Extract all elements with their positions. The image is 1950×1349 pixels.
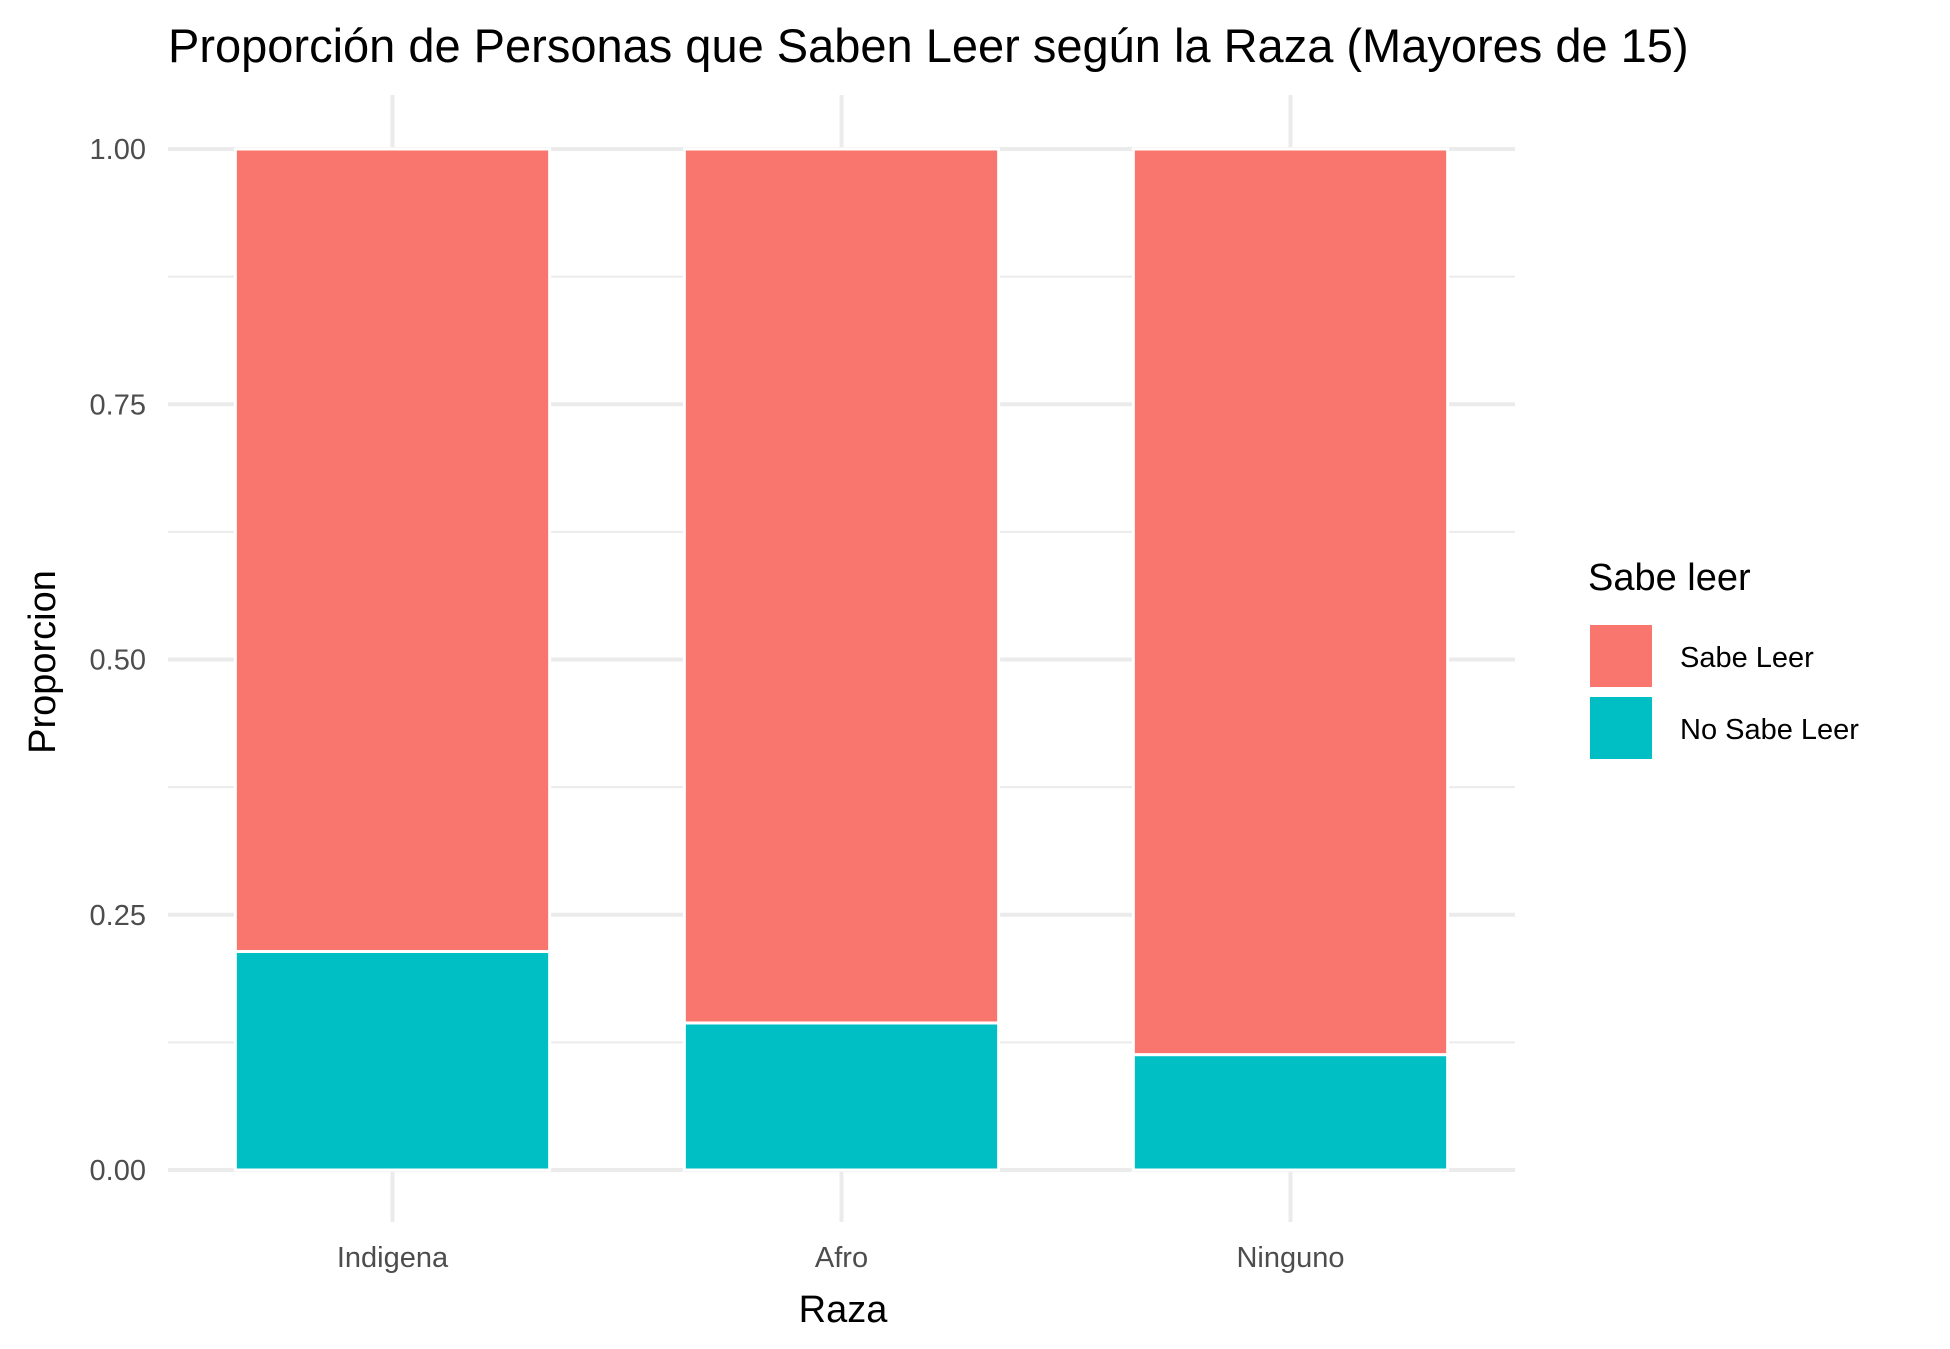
y-tick-label: 0.50 [90,645,146,677]
bar-no-sabe-leer-afro [682,1021,1001,1172]
y-axis-title: Proporcion [22,570,64,754]
y-axis-ticks: 0.00 0.25 0.50 0.75 1.00 [90,134,146,1187]
chart-title: Proporción de Personas que Saben Leer se… [168,19,1689,72]
y-tick-label: 1.00 [90,134,146,166]
y-tick-label: 0.75 [90,389,146,421]
bar-sabe-leer-afro [682,147,1001,1025]
x-axis-title: Raza [799,1289,889,1331]
bars [233,147,1450,1172]
legend-label: Sabe Leer [1680,642,1814,674]
bar-sabe-leer-indigena [233,147,552,954]
legend-label: No Sabe Leer [1680,714,1859,746]
bar-no-sabe-leer-ninguno [1131,1053,1450,1172]
bar-no-sabe-leer-indigena [233,950,552,1172]
y-tick-label: 0.25 [90,900,146,932]
x-tick-label: Indigena [337,1242,449,1274]
bar-sabe-leer-ninguno [1131,147,1450,1057]
x-axis-ticks: Indigena Afro Ninguno [337,1242,1345,1274]
y-tick-label: 0.00 [90,1155,146,1187]
x-tick-label: Ninguno [1236,1242,1344,1274]
x-tick-label: Afro [815,1242,868,1274]
legend-title: Sabe leer [1588,557,1751,599]
legend-items: Sabe Leer No Sabe Leer [1590,625,1859,759]
legend-key-sabe-leer [1590,625,1652,687]
legend: Sabe leer Sabe Leer No Sabe Leer [1588,557,1859,759]
legend-key-no-sabe-leer [1590,697,1652,759]
